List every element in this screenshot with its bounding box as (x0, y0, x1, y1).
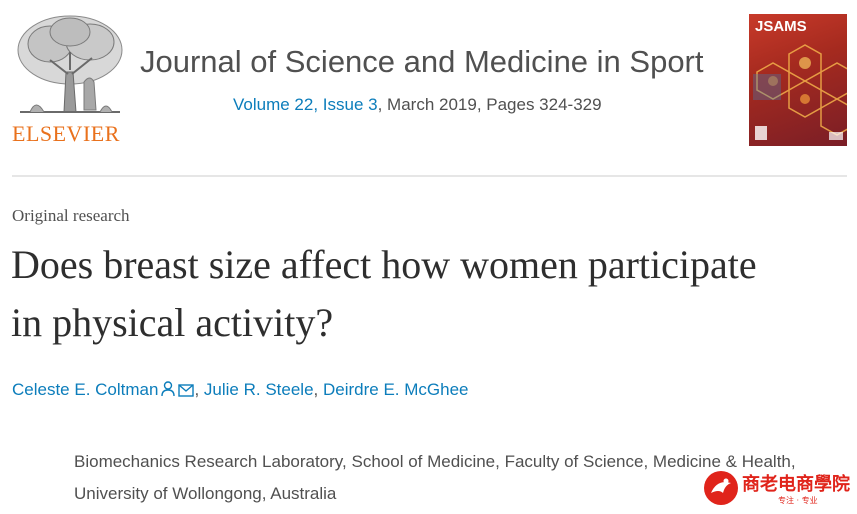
elsevier-logo[interactable] (10, 12, 132, 150)
envelope-icon[interactable] (178, 382, 195, 402)
elsevier-wordmark[interactable]: ELSEVIER (12, 121, 120, 146)
watermark-subtext: 专注 · 专业 (778, 496, 818, 505)
article-type: Original research (12, 206, 130, 225)
author-separator: , (313, 380, 323, 399)
affiliation: Biomechanics Research Laboratory, School… (74, 452, 796, 503)
article-title: Does breast size affect how women partic… (11, 242, 757, 345)
journal-title[interactable]: Journal of Science and Medicine in Sport (140, 44, 704, 79)
issue-date-pages: , March 2019, Pages 324-329 (377, 95, 602, 114)
person-icon[interactable] (161, 381, 176, 402)
issue-line: Volume 22, Issue 3, March 2019, Pages 32… (233, 95, 602, 115)
cover-artwork-icon (753, 44, 847, 140)
watermark: 商老电商學院 专注 · 专业 (700, 466, 852, 510)
author-separator: , (194, 380, 204, 399)
header-divider (12, 175, 847, 177)
cover-title: JSAMS (755, 18, 807, 35)
volume-issue-link[interactable]: Volume 22, Issue 3 (233, 95, 378, 114)
watermark-logo-icon (704, 471, 738, 505)
watermark-text: 商老电商學院 (742, 474, 850, 495)
author-link-mcghee[interactable]: Deirdre E. McGhee (322, 380, 469, 399)
author-link-steele[interactable]: Julie R. Steele (203, 380, 314, 399)
author-link-coltman[interactable]: Celeste E. Coltman (12, 380, 159, 399)
elsevier-tree-icon (17, 15, 123, 113)
journal-cover-image[interactable]: JSAMS (749, 14, 847, 146)
author-list: Celeste E. Coltman, Julie R. Steele, Dei… (12, 380, 468, 402)
